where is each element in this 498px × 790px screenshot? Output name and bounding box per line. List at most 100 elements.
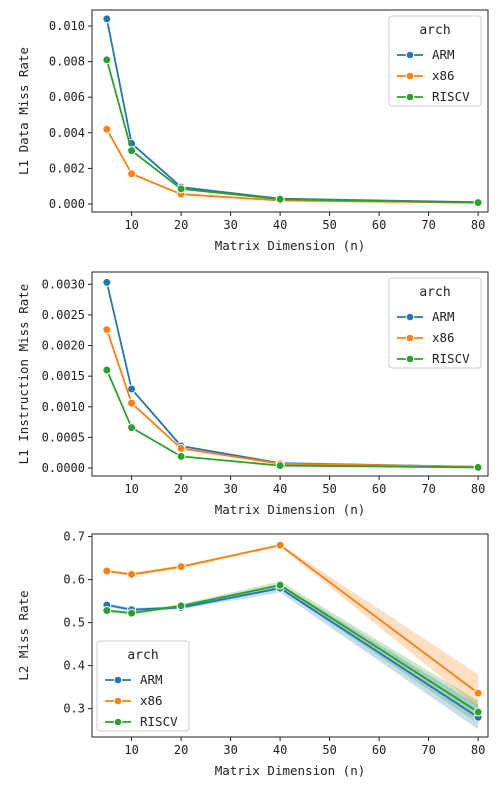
data-point-riscv-2 (176, 451, 186, 461)
data-point-x86-2 (176, 562, 186, 572)
y-tick-label: 0.5 (63, 616, 85, 630)
legend-entry-x86: x86 (432, 330, 455, 345)
x-tick-label: 80 (471, 743, 485, 757)
legend-entry-riscv: RISCV (140, 714, 178, 729)
x-tick-label: 40 (273, 218, 287, 232)
data-point-riscv-3 (275, 461, 285, 471)
legend-entry-arm: ARM (140, 672, 163, 687)
data-point-riscv-2 (176, 184, 186, 194)
series-line-riscv (106, 369, 479, 469)
legend: arch ARM x86 RISCV (388, 277, 482, 369)
y-axis-label: L1 Instruction Miss Rate (16, 284, 31, 465)
x-tick-label: 30 (223, 482, 237, 496)
chart-panel-1: 10 20 30 40 50 60 70 80 0.000 0.002 0.004 0.006 0.00… (16, 9, 489, 253)
legend-entry-arm: ARM (432, 47, 455, 62)
x-tick-label: 20 (174, 743, 188, 757)
legend: arch ARM x86 RISCV (96, 640, 190, 732)
legend-swatch-marker (405, 354, 415, 364)
ci-band-x86 (106, 543, 479, 708)
x-tick-label: 50 (322, 482, 336, 496)
x-tick-label: 20 (174, 482, 188, 496)
y-tick-label: 0.002 (49, 161, 85, 175)
data-point-x86-0 (102, 566, 112, 576)
data-point-riscv-0 (102, 365, 112, 375)
legend-box (96, 640, 190, 732)
data-point-arm-0 (102, 277, 112, 287)
legend-title: arch (419, 285, 450, 300)
x-tick-label: 10 (124, 743, 138, 757)
x-tick-label: 20 (174, 218, 188, 232)
data-point-riscv-3 (275, 194, 285, 204)
x-tick-label: 70 (421, 743, 435, 757)
data-point-riscv-1 (127, 146, 137, 156)
x-tick-label: 80 (471, 482, 485, 496)
x-tick-label: 30 (223, 218, 237, 232)
x-tick-label: 70 (421, 218, 435, 232)
x-tick-label: 60 (372, 218, 386, 232)
x-tick-label: 60 (372, 482, 386, 496)
data-point-x86-0 (102, 124, 112, 134)
legend-swatch-marker (113, 696, 123, 706)
data-point-riscv-1 (127, 423, 137, 433)
x-tick-label: 70 (421, 482, 435, 496)
y-tick-label: 0.004 (49, 126, 85, 140)
data-point-riscv-0 (102, 606, 112, 616)
x-tick-label: 30 (223, 743, 237, 757)
x-tick-label: 10 (124, 482, 138, 496)
legend-swatch-marker (405, 333, 415, 343)
y-tick-label: 0.0010 (42, 400, 85, 414)
y-tick-label: 0.0015 (42, 369, 85, 383)
y-tick-label: 0.006 (49, 90, 85, 104)
x-tick-label: 40 (273, 482, 287, 496)
x-axis-label: Matrix Dimension (n) (215, 238, 366, 253)
legend-swatch-marker (405, 50, 415, 60)
plot-frame (91, 533, 489, 738)
legend-swatch-marker (113, 717, 123, 727)
legend-swatch-marker (405, 71, 415, 81)
legend-swatch-marker (405, 312, 415, 322)
series-line-x86 (106, 128, 479, 204)
legend-entry-x86: x86 (140, 693, 163, 708)
chart-panel-2: 10 20 30 40 50 60 70 80 0.0000 0.0005 0.0010 0.0015… (16, 271, 489, 517)
y-tick-label: 0.0030 (42, 277, 85, 291)
data-point-x86-3 (275, 540, 285, 550)
data-point-arm-1 (127, 384, 137, 394)
x-tick-label: 10 (124, 218, 138, 232)
legend-box (388, 15, 482, 107)
y-tick-label: 0.4 (63, 659, 85, 673)
plot-frame (91, 9, 489, 213)
data-point-riscv-4 (473, 462, 483, 472)
data-point-x86-4 (473, 688, 483, 698)
y-tick-label: 0.0025 (42, 308, 85, 322)
x-tick-label: 50 (322, 218, 336, 232)
y-tick-label: 0.010 (49, 19, 85, 33)
legend-entry-riscv: RISCV (432, 89, 470, 104)
legend-box (388, 277, 482, 369)
data-point-x86-2 (176, 443, 186, 453)
legend-swatch-marker (113, 675, 123, 685)
legend-entry-riscv: RISCV (432, 351, 470, 366)
data-point-arm-0 (102, 14, 112, 24)
y-tick-label: 0.008 (49, 55, 85, 69)
data-point-x86-1 (127, 169, 137, 179)
y-tick-label: 0.3 (63, 702, 85, 716)
x-tick-label: 40 (273, 743, 287, 757)
legend-entry-arm: ARM (432, 309, 455, 324)
plot-frame (91, 271, 489, 477)
data-point-riscv-0 (102, 55, 112, 65)
x-axis-label: Matrix Dimension (n) (215, 502, 366, 517)
y-tick-label: 0.0020 (42, 339, 85, 353)
data-point-riscv-3 (275, 580, 285, 590)
y-tick-label: 0.0005 (42, 430, 85, 444)
data-point-riscv-1 (127, 608, 137, 618)
y-axis-label: L2 Miss Rate (16, 590, 31, 680)
data-point-x86-1 (127, 569, 137, 579)
data-point-riscv-4 (473, 707, 483, 717)
data-point-riscv-4 (473, 198, 483, 208)
chart-panel-3: 10 20 30 40 50 60 70 80 0.3 0.4 0.5 0.6 0.7 Matrix Di… (16, 530, 489, 778)
y-tick-label: 0.0000 (42, 461, 85, 475)
data-point-x86-1 (127, 398, 137, 408)
data-point-x86-0 (102, 325, 112, 335)
y-tick-label: 0.000 (49, 197, 85, 211)
